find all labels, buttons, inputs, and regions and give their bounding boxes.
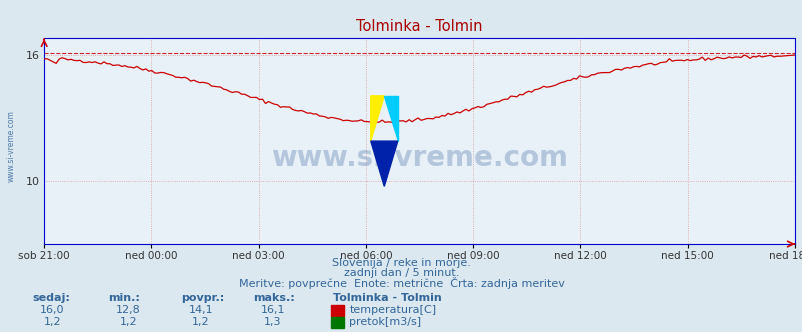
Polygon shape — [384, 96, 397, 141]
Text: zadnji dan / 5 minut.: zadnji dan / 5 minut. — [343, 268, 459, 278]
Text: www.si-vreme.com: www.si-vreme.com — [6, 110, 15, 182]
Text: 16,0: 16,0 — [40, 305, 64, 315]
Text: 1,3: 1,3 — [264, 317, 282, 327]
Text: temperatura[C]: temperatura[C] — [349, 305, 435, 315]
Text: 1,2: 1,2 — [43, 317, 61, 327]
Text: maks.:: maks.: — [253, 293, 294, 303]
Text: povpr.:: povpr.: — [180, 293, 224, 303]
Text: 14,1: 14,1 — [188, 305, 213, 315]
Text: 12,8: 12,8 — [116, 305, 140, 315]
Text: sedaj:: sedaj: — [32, 293, 70, 303]
Polygon shape — [371, 96, 384, 141]
Text: Tolminka - Tolmin: Tolminka - Tolmin — [333, 293, 441, 303]
Polygon shape — [371, 141, 397, 186]
Text: 1,2: 1,2 — [192, 317, 209, 327]
Text: 1,2: 1,2 — [119, 317, 137, 327]
Title: Tolminka - Tolmin: Tolminka - Tolmin — [356, 19, 482, 34]
Text: Slovenija / reke in morje.: Slovenija / reke in morje. — [332, 258, 470, 268]
Text: pretok[m3/s]: pretok[m3/s] — [349, 317, 421, 327]
Text: 16,1: 16,1 — [261, 305, 285, 315]
Text: min.:: min.: — [108, 293, 140, 303]
Text: Meritve: povprečne  Enote: metrične  Črta: zadnja meritev: Meritve: povprečne Enote: metrične Črta:… — [238, 277, 564, 289]
Text: www.si-vreme.com: www.si-vreme.com — [271, 143, 567, 172]
